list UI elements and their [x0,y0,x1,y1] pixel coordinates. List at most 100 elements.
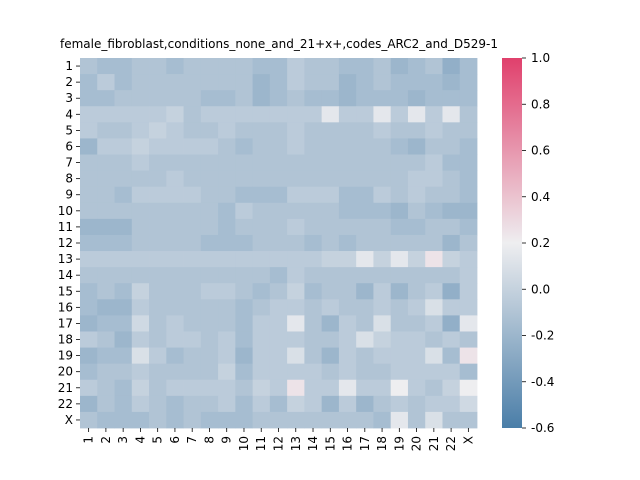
heatmap-cell [407,74,426,91]
x-tick-label: 17 [358,436,372,451]
heatmap-cell [183,154,202,172]
heatmap-cell [390,411,409,429]
heatmap-cell [459,251,478,268]
heatmap-cell [80,218,98,236]
heatmap-cell [390,138,409,155]
heatmap-cell [114,154,133,172]
heatmap-cell [321,106,340,123]
heatmap-cell [459,283,478,300]
heatmap-cell [252,331,271,348]
heatmap-cell [235,315,254,332]
heatmap-cell [442,315,461,332]
heatmap-cell [304,395,323,413]
y-tick-label: 8 [65,172,73,186]
heatmap-cell [200,347,219,365]
heatmap-cell [373,234,392,252]
heatmap-cell [149,202,167,220]
heatmap-cell [80,411,98,429]
heatmap-cell [373,154,392,172]
heatmap-cell [97,411,115,429]
heatmap-cell [442,234,461,252]
heatmap-cell [235,251,254,268]
heatmap-cell [425,267,443,284]
heatmap-cell [218,395,236,413]
heatmap-cell [407,315,426,332]
heatmap-cell [166,234,184,252]
heatmap-cell [80,74,98,91]
heatmap-cell [373,347,392,365]
heatmap-cell [269,379,288,397]
colorbar-tick-label: 0.2 [531,236,550,250]
x-tick-label: 5 [151,436,165,444]
y-tick-label: 10 [58,204,73,218]
heatmap-cell [407,58,426,75]
heatmap-cell [338,106,357,123]
heatmap-cell [356,186,374,204]
colorbar-tick-label: 1.0 [531,51,550,65]
heatmap-cell [287,379,305,397]
heatmap-cell [304,202,323,220]
heatmap-cell [131,58,150,75]
heatmap-cell [442,74,461,91]
heatmap-cell [149,234,167,252]
heatmap-cell [131,106,150,123]
heatmap-cell [338,347,357,365]
heatmap-cell [166,202,184,220]
heatmap-cell [287,154,305,172]
heatmap-cell [235,58,254,75]
heatmap-cell [442,186,461,204]
heatmap-cell [235,267,254,284]
heatmap-cell [80,347,98,365]
heatmap-cell [183,283,202,300]
heatmap-cell [183,202,202,220]
x-tick-label: 16 [341,436,355,451]
heatmap-cell [183,315,202,332]
heatmap-cell [407,331,426,348]
heatmap-cell [149,315,167,332]
heatmap-cell [200,283,219,300]
heatmap-cell [407,138,426,155]
heatmap-cell [97,74,115,91]
heatmap-cell [114,363,133,381]
heatmap-cell [80,186,98,204]
heatmap-cell [338,395,357,413]
heatmap-cell [338,411,357,429]
heatmap-cell [200,379,219,397]
heatmap-cell [97,202,115,220]
heatmap-cell [304,283,323,300]
heatmap-cell [390,218,409,236]
heatmap-cell [97,363,115,381]
heatmap-cell [356,202,374,220]
heatmap-cell [166,90,184,107]
heatmap-cell [425,251,443,268]
x-tick-label: 9 [220,436,234,444]
heatmap-cell [166,138,184,155]
heatmap-cell [425,234,443,252]
heatmap-cell [114,170,133,188]
heatmap-cell [149,267,167,284]
heatmap-cell [149,218,167,236]
heatmap-cell [304,90,323,107]
heatmap-cell [252,315,271,332]
heatmap-cell [425,106,443,123]
heatmap-cell [338,315,357,332]
heatmap-cell [131,234,150,252]
heatmap-cell [218,90,236,107]
colorbar-tick-label: -0.2 [531,329,554,343]
heatmap-cell [459,154,478,172]
heatmap-cell [235,411,254,429]
heatmap-cell [149,58,167,75]
heatmap-cell [131,74,150,91]
heatmap-cell [183,347,202,365]
heatmap-cell [321,299,340,316]
heatmap-cell [218,74,236,91]
heatmap-cell [425,154,443,172]
heatmap-cell [321,218,340,236]
heatmap-cell [166,154,184,172]
y-tick-label: 22 [58,397,73,411]
heatmap-cell [166,331,184,348]
heatmap-cell [235,283,254,300]
heatmap-cell [131,154,150,172]
heatmap-cell [149,90,167,107]
heatmap-cell [269,154,288,172]
